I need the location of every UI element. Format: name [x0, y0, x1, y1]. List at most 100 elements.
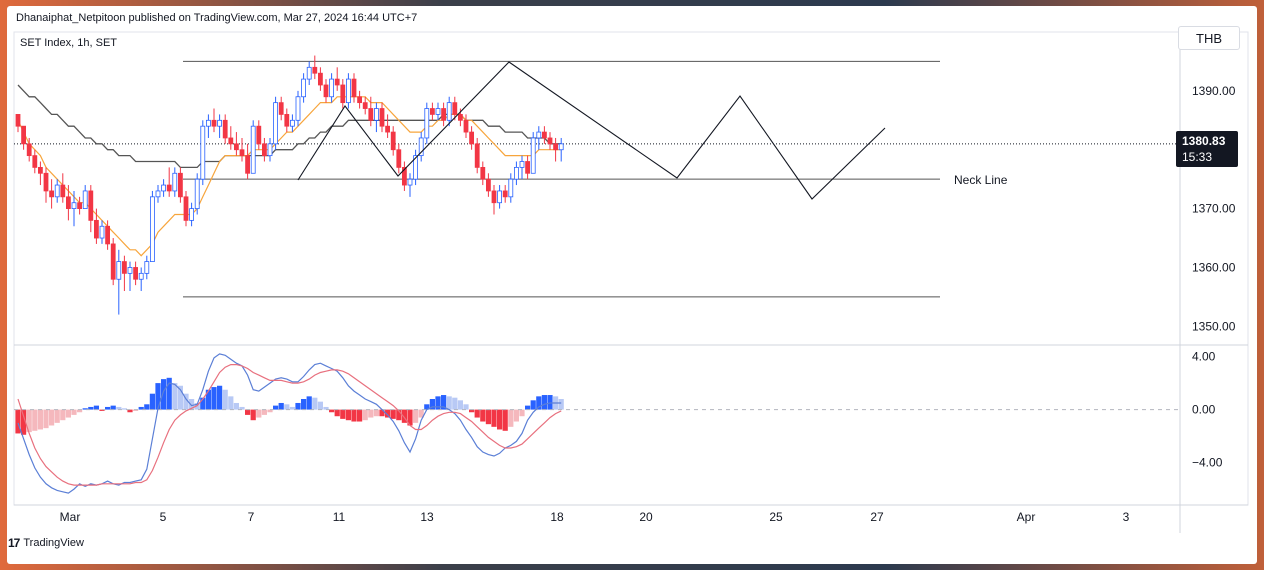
- candle-body: [329, 78, 335, 98]
- macd-histogram-bar: [88, 406, 94, 410]
- candle-body: [379, 108, 385, 127]
- bar-countdown: 15:33: [1182, 150, 1213, 164]
- candle-body: [284, 114, 290, 127]
- time-tick-label: 11: [333, 510, 346, 524]
- candle-body: [250, 125, 256, 174]
- macd-histogram-bar: [127, 409, 133, 413]
- chart-frame: Dhanaiphat_Netpitoon published on Tradin…: [7, 6, 1257, 564]
- macd-histogram-bar: [323, 406, 329, 410]
- candle-body: [351, 78, 357, 98]
- time-tick-label: 18: [550, 510, 564, 524]
- candle-body: [323, 84, 329, 98]
- candle-body: [94, 219, 99, 239]
- macd-histogram-bar: [508, 409, 514, 427]
- candle-body: [390, 131, 396, 151]
- candle-body: [49, 190, 54, 198]
- candle-body: [368, 108, 374, 121]
- candle-body: [105, 225, 110, 245]
- candle-body: [43, 172, 49, 192]
- candle-body: [71, 202, 77, 210]
- candle-body: [469, 131, 475, 145]
- macd-histogram-bar: [435, 396, 441, 410]
- candle-body: [452, 102, 458, 115]
- macd-histogram-bar: [43, 409, 49, 429]
- candle-body: [211, 119, 217, 127]
- macd-histogram-bar: [177, 385, 183, 410]
- macd-histogram-bar: [144, 404, 150, 410]
- macd-histogram-bar: [261, 409, 267, 415]
- macd-histogram-bar: [138, 406, 144, 410]
- macd-histogram-bar: [26, 409, 32, 433]
- candle-body: [474, 143, 480, 168]
- macd-histogram-bar: [116, 406, 122, 410]
- candle-body: [256, 125, 262, 145]
- time-tick-label: 5: [160, 510, 167, 524]
- candle-body: [267, 143, 273, 157]
- macd-histogram-bar: [530, 400, 536, 410]
- macd-histogram-bar: [37, 409, 43, 430]
- macd-histogram-bar: [390, 409, 396, 419]
- macd-histogram-bar: [161, 379, 167, 410]
- price-tick-label: 1370.00: [1192, 202, 1236, 216]
- macd-histogram-bar: [329, 409, 335, 413]
- macd-histogram-bar: [54, 409, 60, 423]
- macd-histogram-bar: [401, 409, 407, 423]
- macd-histogram-bar: [211, 387, 217, 410]
- macd-histogram-bar: [284, 404, 290, 410]
- macd-histogram-bar: [446, 396, 452, 410]
- candle-body: [317, 72, 323, 86]
- macd-histogram-bar: [513, 409, 519, 422]
- candle-body: [77, 202, 82, 210]
- tradingview-brand[interactable]: 17 TradingView: [8, 536, 84, 550]
- candle-body: [127, 267, 133, 274]
- candle-body: [278, 102, 284, 115]
- candle-body: [88, 190, 94, 221]
- macd-histogram-bar: [49, 409, 55, 426]
- signal-line: [17, 364, 562, 486]
- candle-body: [228, 137, 234, 145]
- macd-histogram-bar: [21, 409, 27, 435]
- macd-histogram-bar: [256, 409, 262, 418]
- macd-histogram-bar: [368, 409, 374, 418]
- candle-body: [514, 166, 519, 180]
- pattern-zigzag-line: [297, 61, 886, 200]
- candle-body: [161, 184, 167, 192]
- last-price-tag: 1380.83 15:33: [1176, 131, 1238, 167]
- slow-moving-average-line: [17, 84, 562, 169]
- macd-histogram-bar: [491, 409, 497, 427]
- candle-body: [183, 196, 189, 221]
- macd-histogram-bar: [60, 409, 66, 421]
- candle-body: [418, 137, 424, 157]
- time-tick-label: 7: [248, 510, 255, 524]
- macd-histogram-bar: [463, 404, 469, 410]
- candle-body: [122, 261, 127, 274]
- macd-tick-label: 4.00: [1192, 350, 1216, 364]
- candle-body: [60, 184, 66, 198]
- candle-body: [547, 137, 553, 145]
- candle-body: [194, 178, 200, 210]
- macd-histogram-bar: [250, 409, 256, 421]
- candle-body: [144, 261, 150, 274]
- candle-body: [435, 108, 441, 115]
- macd-histogram-bar: [110, 405, 116, 410]
- macd-histogram-bar: [385, 409, 391, 418]
- candle-body: [497, 190, 503, 204]
- symbol-title: SET Index, 1h, SET: [20, 37, 117, 49]
- macd-line: [17, 353, 562, 494]
- candle-body: [480, 166, 486, 180]
- candle-body: [289, 119, 295, 127]
- candle-body: [396, 149, 402, 168]
- macd-histogram-bar: [497, 409, 503, 430]
- macd-tick-label: −4.00: [1192, 456, 1223, 470]
- macd-histogram-bar: [278, 402, 284, 410]
- candle-body: [177, 172, 183, 198]
- currency-button[interactable]: THB: [1178, 26, 1240, 50]
- candle-body: [21, 125, 27, 145]
- candle-body: [446, 102, 452, 121]
- macd-histogram-bar: [413, 409, 419, 423]
- time-tick-label: 13: [420, 510, 434, 524]
- macd-histogram-bar: [485, 409, 491, 425]
- macd-histogram-bar: [525, 405, 531, 410]
- macd-histogram-bar: [149, 393, 155, 410]
